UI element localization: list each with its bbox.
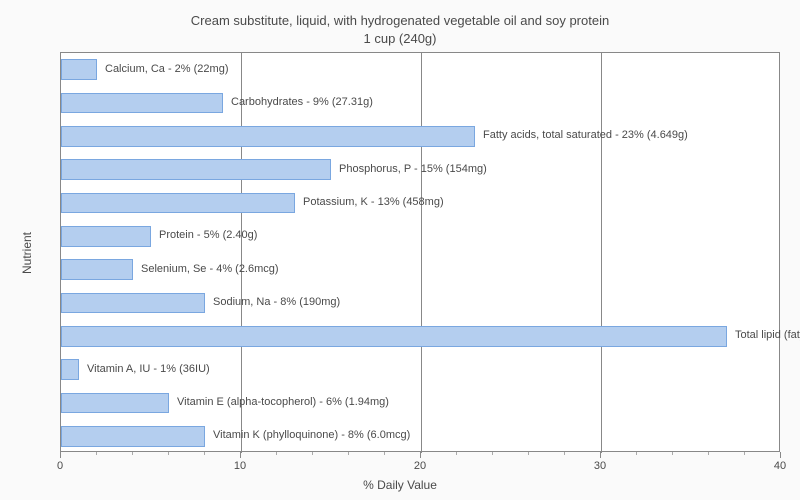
chart-title: Cream substitute, liquid, with hydrogena… [0,12,800,47]
nutrient-bar [61,59,97,80]
plot-area: Calcium, Ca - 2% (22mg) Carbohydrates - 9… [60,52,780,452]
x-tick-minor [96,452,97,455]
nutrient-bar-label: Calcium, Ca - 2% (22mg) [105,63,228,75]
x-tick-label: 40 [774,460,786,472]
nutrient-bar-label: Potassium, K - 13% (458mg) [303,196,444,208]
x-tick-label: 10 [234,460,246,472]
nutrient-bar [61,226,151,247]
x-tick-minor [708,452,709,455]
nutrient-bar [61,126,475,147]
x-tick-label: 0 [57,460,63,472]
nutrient-bar-label: Fatty acids, total saturated - 23% (4.64… [483,129,688,141]
nutrient-bar-label: Vitamin E (alpha-tocopherol) - 6% (1.94m… [177,396,389,408]
x-tick-major [420,452,421,458]
y-axis-label: Nutrient [20,232,34,274]
nutrient-bar [61,293,205,314]
x-tick-minor [168,452,169,455]
gridline [601,53,602,453]
x-tick-minor [456,452,457,455]
gridline [241,53,242,453]
x-tick-minor [204,452,205,455]
nutrient-bar [61,426,205,447]
nutrient-bar-label: Sodium, Na - 8% (190mg) [213,296,340,308]
nutrient-bar-label: Phosphorus, P - 15% (154mg) [339,163,487,175]
x-tick-major [60,452,61,458]
x-tick-minor [312,452,313,455]
x-tick-label: 30 [594,460,606,472]
nutrient-bar-label: Protein - 5% (2.40g) [159,229,257,241]
x-tick-minor [384,452,385,455]
x-tick-minor [636,452,637,455]
nutrient-chart: Cream substitute, liquid, with hydrogena… [0,0,800,500]
nutrient-bar [61,93,223,114]
x-tick-label: 20 [414,460,426,472]
x-tick-minor [528,452,529,455]
nutrient-bar [61,259,133,280]
nutrient-bar-label: Selenium, Se - 4% (2.6mcg) [141,263,279,275]
x-tick-minor [744,452,745,455]
x-tick-minor [348,452,349,455]
nutrient-bar-label: Total lipid (fat) - 37% (23.93g) [735,329,800,341]
x-tick-minor [672,452,673,455]
nutrient-bar [61,193,295,214]
nutrient-bar-label: Carbohydrates - 9% (27.31g) [231,96,373,108]
x-tick-minor [492,452,493,455]
nutrient-bar [61,359,79,380]
nutrient-bar [61,326,727,347]
chart-title-line2: 1 cup (240g) [364,31,437,46]
x-tick-major [600,452,601,458]
nutrient-bar-label: Vitamin K (phylloquinone) - 8% (6.0mcg) [213,429,410,441]
x-tick-minor [564,452,565,455]
x-axis-label: % Daily Value [0,478,800,492]
chart-title-line1: Cream substitute, liquid, with hydrogena… [191,13,609,28]
x-tick-minor [276,452,277,455]
x-tick-major [780,452,781,458]
nutrient-bar-label: Vitamin A, IU - 1% (36IU) [87,363,210,375]
nutrient-bar [61,393,169,414]
nutrient-bar [61,159,331,180]
gridline [421,53,422,453]
x-tick-major [240,452,241,458]
x-tick-minor [132,452,133,455]
